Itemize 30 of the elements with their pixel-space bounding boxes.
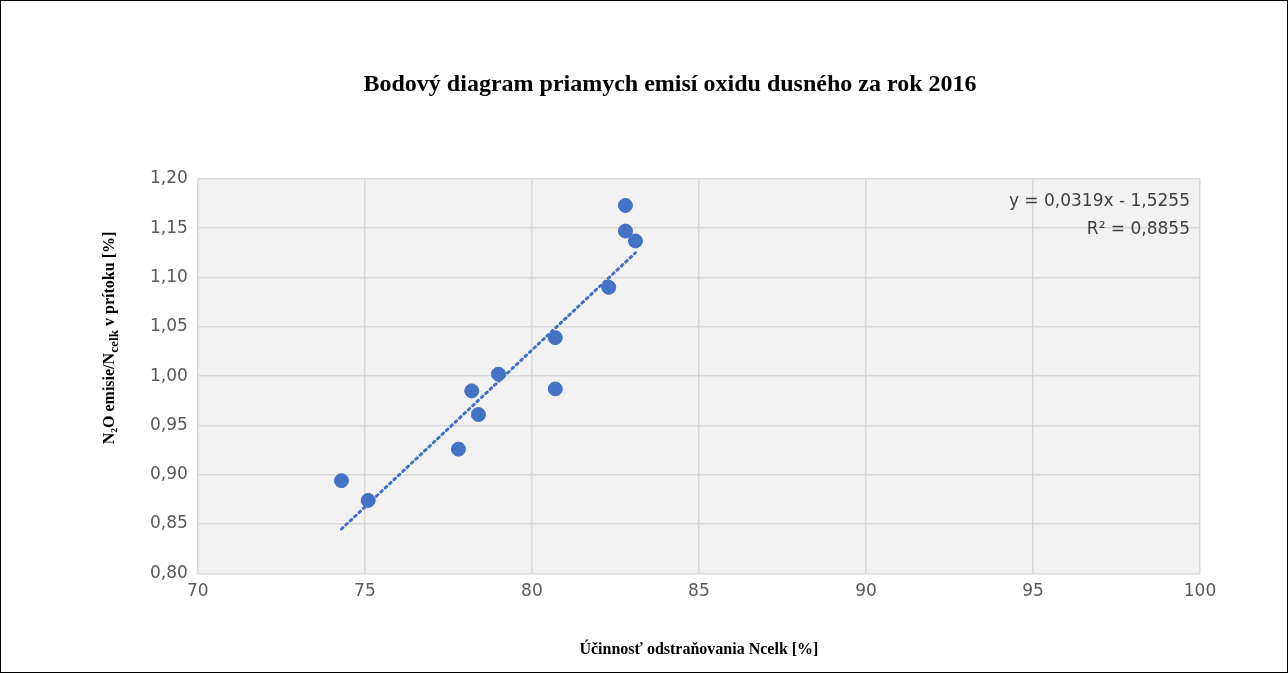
y-tick-label: 1,20: [149, 167, 188, 188]
point: [450, 441, 466, 457]
x-tick-label: 75: [354, 580, 376, 601]
y-tick-label: 0,85: [149, 512, 188, 533]
y-tick-label: 1,00: [149, 364, 188, 385]
point: [617, 197, 633, 213]
x-tick-label: 85: [688, 580, 710, 601]
y-tick-label: 0,90: [149, 463, 188, 484]
y-tick-label: 1,05: [149, 315, 188, 336]
chart-title: Bodový diagram priamych emisí oxidu dusného za rok 2016: [363, 69, 977, 96]
point: [470, 407, 486, 423]
point: [464, 383, 480, 399]
point: [601, 279, 617, 295]
annotation: R² = 0,8855: [1086, 217, 1190, 238]
y-tick-label: 0,95: [149, 413, 188, 434]
y-tick-label: 0,80: [149, 561, 188, 582]
point: [547, 381, 563, 397]
x-tick-label: 70: [187, 580, 209, 601]
point: [617, 223, 633, 239]
point: [547, 330, 563, 346]
point: [627, 233, 643, 249]
point: [333, 473, 349, 489]
y-tick-label: 1,15: [149, 216, 188, 237]
x-axis-title: Účinnosť odstraňovania Ncelk [%]: [579, 638, 819, 657]
x-tick-label: 95: [1022, 580, 1044, 601]
x-tick-label: 100: [1183, 580, 1217, 601]
x-tick-label: 90: [855, 580, 877, 601]
annotation: y = 0,0319x - 1,5255: [1008, 189, 1190, 210]
y-tick-label: 1,10: [149, 265, 188, 286]
x-tick-label: 80: [521, 580, 543, 601]
